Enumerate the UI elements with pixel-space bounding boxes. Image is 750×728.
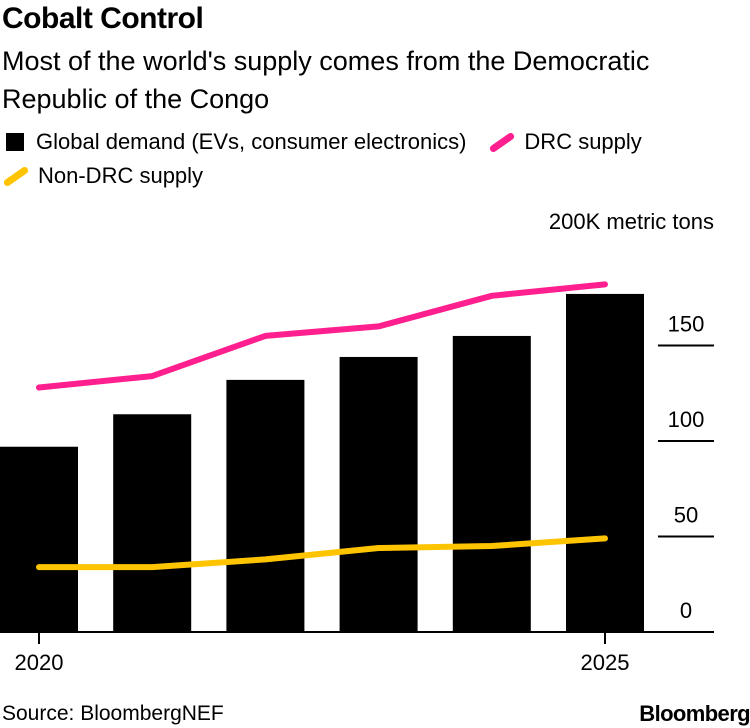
y-unit-label: 200K metric tons [549,209,714,234]
bar-demand-2023 [339,356,418,632]
chart-title: Cobalt Control [2,2,204,35]
chart-plot: 0 50 100 150 200K metric tons 2020 2025 [0,209,714,675]
legend-label-non-drc: Non-DRC supply [38,163,204,188]
chart-subtitle: Most of the world's supply comes from th… [2,46,650,114]
bar-demand-2022 [226,379,305,632]
bar-demand-2021 [113,414,192,632]
bar-demand-2025 [566,293,644,632]
bar-demand-2024 [452,335,531,632]
x-tick-label-2025: 2025 [581,650,630,675]
bar-demand-2020 [0,446,78,632]
y-tick-label-100: 100 [668,407,705,432]
line-non-drc-supply [36,535,608,571]
legend-item-drc: DRC supply [488,129,642,155]
y-tick-label-50: 50 [674,503,698,528]
y-tick-label-0: 0 [680,598,692,623]
legend-label-demand: Global demand (EVs, consumer electronics… [36,129,467,154]
legend-swatch-demand [6,133,24,151]
legend-item-demand: Global demand (EVs, consumer electronics… [2,129,466,155]
legend-item-non-drc: Non-DRC supply [2,163,203,189]
legend: Global demand (EVs, consumer electronics… [2,125,748,193]
bloomberg-logo: Bloomberg [639,701,750,726]
y-tick-label-150: 150 [668,312,705,337]
source-note: Source: BloombergNEF [2,702,224,725]
x-tick-label-2020: 2020 [15,650,64,675]
line-drc-supply [36,281,608,391]
legend-label-drc: DRC supply [524,129,642,154]
